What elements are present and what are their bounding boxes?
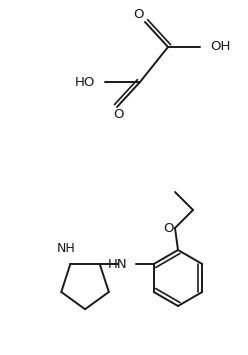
Text: O: O	[134, 9, 144, 22]
Text: NH: NH	[57, 242, 76, 255]
Text: HN: HN	[108, 257, 128, 271]
Text: HO: HO	[75, 76, 95, 88]
Text: O: O	[113, 109, 123, 121]
Text: OH: OH	[210, 40, 230, 54]
Text: O: O	[163, 223, 173, 235]
